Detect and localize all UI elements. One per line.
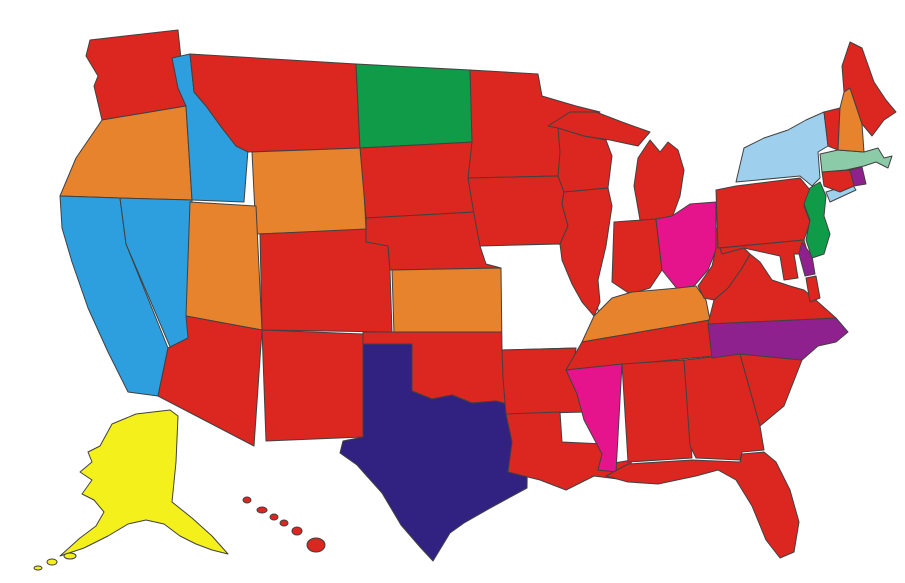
hawaii-island bbox=[257, 507, 267, 513]
state-south-dakota bbox=[360, 142, 478, 218]
hawaii-island bbox=[270, 514, 278, 520]
state-oregon bbox=[60, 106, 192, 200]
state-north-carolina bbox=[708, 318, 848, 360]
state-hawaii bbox=[243, 497, 325, 552]
state-wyoming bbox=[252, 148, 366, 234]
alaska-aleutian-island bbox=[34, 566, 42, 570]
state-indiana bbox=[612, 219, 662, 294]
state-texas bbox=[340, 344, 528, 561]
state-kansas bbox=[392, 268, 505, 334]
alaska-aleutian-island bbox=[64, 553, 76, 559]
state-new-jersey bbox=[804, 182, 830, 258]
state-mississippi bbox=[566, 364, 622, 472]
state-iowa bbox=[468, 176, 568, 246]
hawaii-island bbox=[280, 520, 288, 526]
state-michigan-upper-peninsula bbox=[548, 112, 650, 146]
state-north-dakota bbox=[356, 64, 474, 148]
state-michigan-lower-peninsula bbox=[634, 140, 684, 222]
state-maine bbox=[842, 42, 896, 136]
hawaii-island bbox=[243, 497, 251, 503]
state-utah bbox=[186, 202, 262, 330]
state-alaska bbox=[34, 410, 228, 570]
state-rhode-island bbox=[850, 167, 866, 186]
hawaii-island bbox=[307, 538, 325, 552]
state-florida bbox=[606, 452, 799, 558]
state-ohio bbox=[656, 202, 716, 290]
state-virginia-eastern-shore bbox=[806, 276, 820, 302]
state-washington bbox=[86, 30, 186, 120]
states-layer bbox=[34, 30, 896, 570]
alaska-aleutian-island bbox=[47, 559, 57, 565]
hawaii-island bbox=[292, 527, 302, 535]
state-illinois bbox=[560, 188, 612, 316]
state-alaska-mainland bbox=[60, 410, 228, 556]
state-alabama bbox=[622, 360, 692, 462]
state-pennsylvania bbox=[716, 178, 810, 248]
state-new-york-mainland bbox=[736, 112, 828, 186]
state-new-mexico bbox=[262, 330, 363, 441]
